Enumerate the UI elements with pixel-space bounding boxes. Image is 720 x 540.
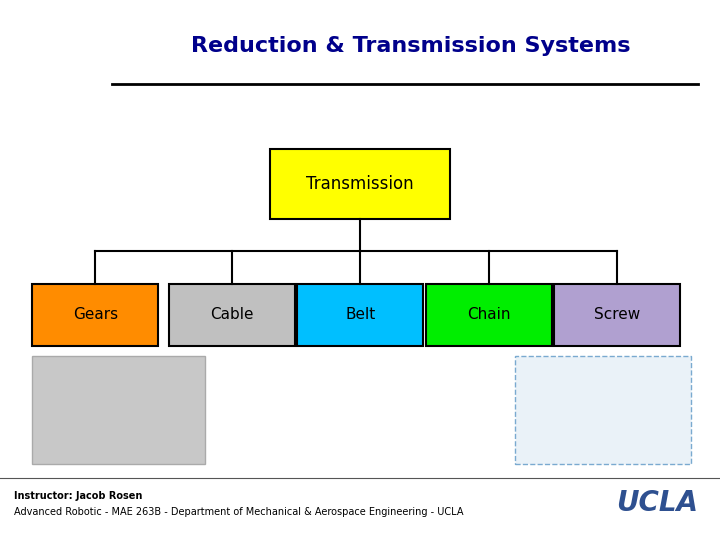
FancyBboxPatch shape [554,284,680,346]
Text: Gears: Gears [73,307,118,322]
FancyBboxPatch shape [515,356,691,464]
FancyBboxPatch shape [426,284,552,346]
FancyBboxPatch shape [297,284,423,346]
FancyBboxPatch shape [270,148,450,219]
Text: Reduction & Transmission Systems: Reduction & Transmission Systems [191,36,630,56]
Text: Advanced Robotic - MAE 263B - Department of Mechanical & Aerospace Engineering -: Advanced Robotic - MAE 263B - Department… [14,507,464,517]
FancyBboxPatch shape [32,284,158,346]
Text: UCLA: UCLA [616,489,698,517]
FancyBboxPatch shape [7,24,79,78]
FancyBboxPatch shape [169,284,295,346]
Text: Chain: Chain [467,307,510,322]
Text: Cable: Cable [210,307,254,322]
Text: Belt: Belt [345,307,376,322]
Text: Instructor: Jacob Rosen: Instructor: Jacob Rosen [14,491,143,501]
Text: Screw: Screw [593,307,640,322]
Text: Transmission: Transmission [306,174,414,193]
FancyBboxPatch shape [32,356,205,464]
